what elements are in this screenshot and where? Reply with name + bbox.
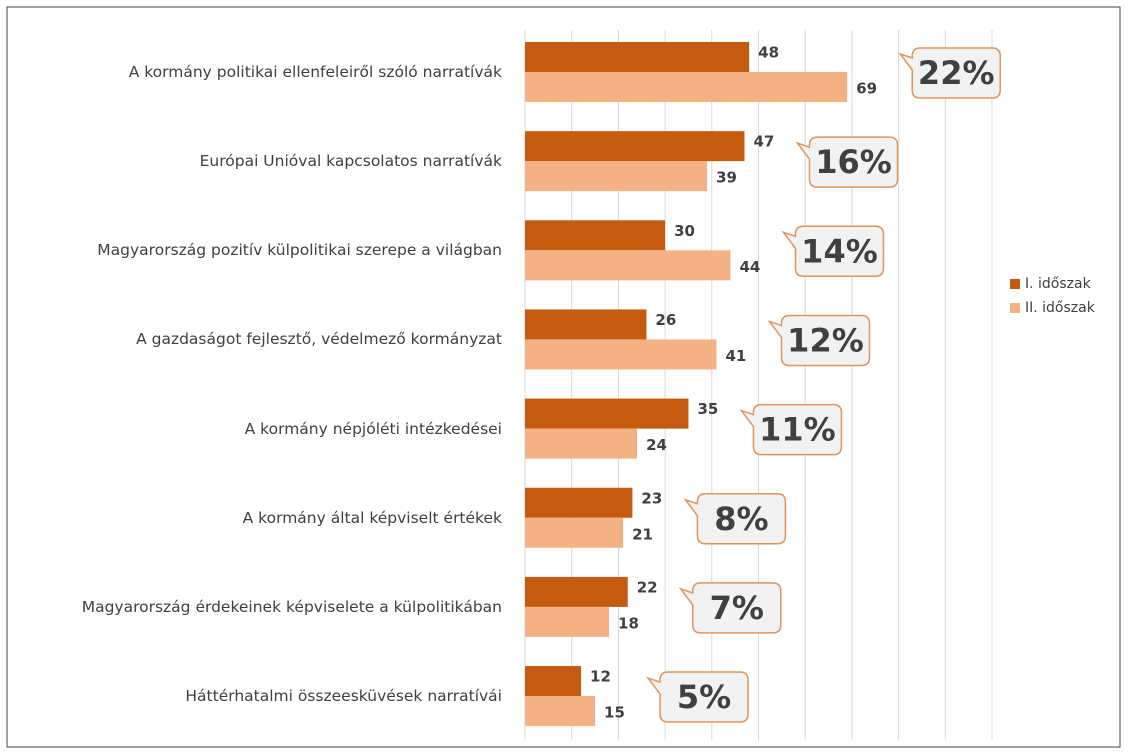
annotation: 11% <box>759 411 836 449</box>
callout <box>795 136 899 188</box>
callout <box>767 314 871 367</box>
bar <box>525 339 717 370</box>
bar <box>525 161 708 192</box>
callout <box>781 225 885 278</box>
value-label: 23 <box>641 489 662 507</box>
bar <box>525 250 731 281</box>
callout <box>683 493 787 545</box>
annotation: 16% <box>815 143 892 181</box>
bar <box>525 606 610 637</box>
value-label: 69 <box>856 80 877 98</box>
legend-swatch <box>1010 279 1020 289</box>
bar <box>525 487 633 518</box>
category-label: A gazdaságot fejlesztő, védelmező kormán… <box>136 330 502 349</box>
callout <box>678 582 782 634</box>
bar <box>525 309 647 340</box>
bar <box>525 131 745 162</box>
value-label: 35 <box>697 400 718 418</box>
bar <box>525 517 624 548</box>
value-label: 22 <box>637 578 658 596</box>
annotation: 5% <box>677 678 731 716</box>
value-label: 15 <box>604 704 625 722</box>
legend-label: I. időszak <box>1025 276 1092 292</box>
annotation: 7% <box>710 589 764 627</box>
value-label: 12 <box>590 668 611 686</box>
value-label: 39 <box>716 169 737 187</box>
value-label: 30 <box>674 222 695 240</box>
value-label: 24 <box>646 436 667 454</box>
value-label: 48 <box>758 44 779 62</box>
annotation: 12% <box>787 321 864 359</box>
callout <box>739 403 843 456</box>
bar <box>525 576 628 607</box>
category-label: A kormány politikai ellenfeleiről szóló … <box>128 63 502 81</box>
callout <box>898 47 1001 99</box>
category-label: Háttérhatalmi összeesküvések narratívái <box>185 687 502 706</box>
value-label: 44 <box>739 258 760 276</box>
annotation: 8% <box>714 500 768 538</box>
bar <box>525 72 848 102</box>
value-label: 21 <box>632 525 653 543</box>
bar <box>525 220 666 251</box>
annotation: 14% <box>801 232 878 270</box>
value-label: 26 <box>655 311 676 329</box>
value-label: 47 <box>753 133 774 151</box>
annotation: 22% <box>918 54 995 92</box>
category-label: Magyarország érdekeinek képviselete a kü… <box>81 597 502 616</box>
category-label: Európai Unióval kapcsolatos narratívák <box>199 152 502 171</box>
category-label: Magyarország pozitív külpolitikai szerep… <box>97 241 502 260</box>
bar <box>525 398 689 429</box>
value-label: 41 <box>725 347 746 365</box>
bar <box>525 666 582 697</box>
legend-swatch <box>1010 303 1020 313</box>
category-label: A kormány által képviselt értékek <box>242 508 502 527</box>
bar <box>525 42 750 72</box>
value-label: 18 <box>618 614 639 632</box>
bar <box>525 696 596 727</box>
frame <box>6 6 1121 748</box>
bar <box>525 428 638 459</box>
callout <box>646 671 749 723</box>
category-label: A kormány népjóléti intézkedései <box>244 419 502 438</box>
legend-label: II. időszak <box>1025 300 1096 316</box>
